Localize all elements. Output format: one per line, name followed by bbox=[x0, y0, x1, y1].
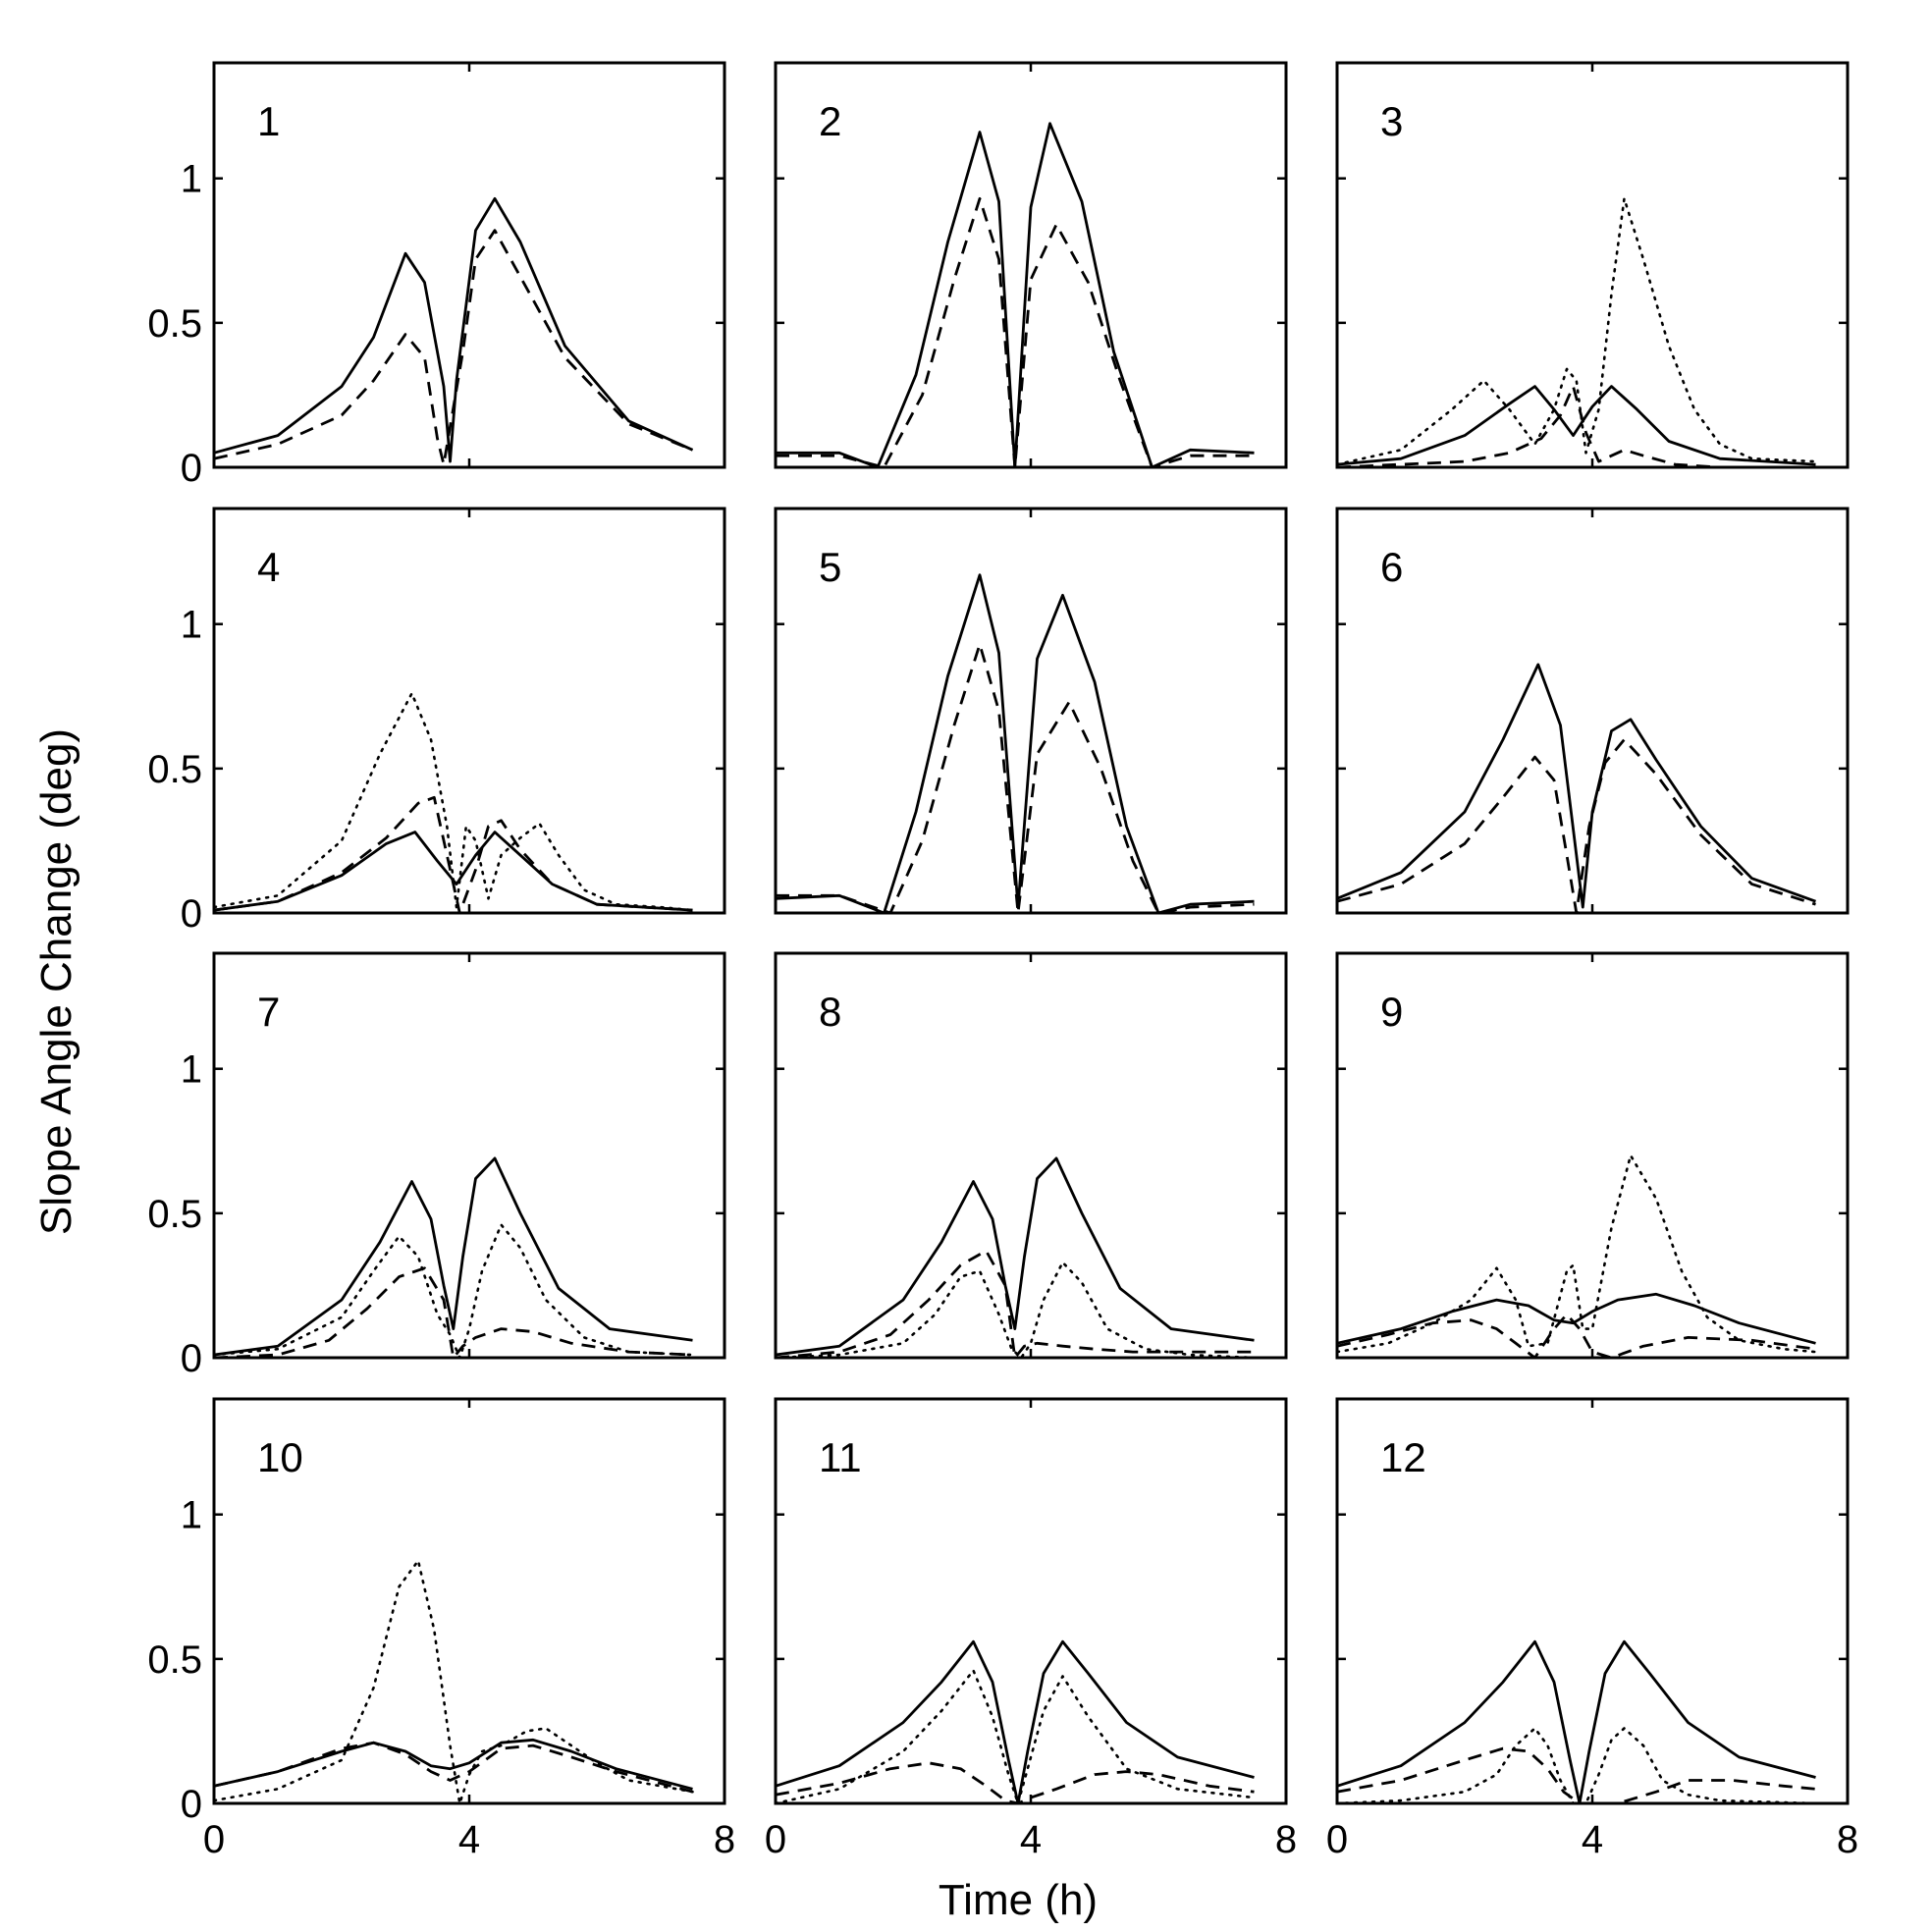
panel-10-series-dotted bbox=[214, 1559, 694, 1803]
x-tick-label: 4 bbox=[458, 1818, 480, 1861]
panel-label: 1 bbox=[257, 98, 280, 144]
panel-10-series-solid bbox=[214, 1738, 693, 1791]
panel-6: 6 bbox=[1335, 507, 1850, 915]
y-tick-label: 1 bbox=[181, 604, 202, 647]
y-tick-label: 0.5 bbox=[147, 302, 202, 346]
panel-1: 0 0.5 1 1 bbox=[147, 61, 726, 490]
panel-12-series-dashed bbox=[1337, 1746, 1816, 1803]
panel-4-series-solid bbox=[214, 831, 693, 912]
panel-7-series-dotted bbox=[214, 1223, 694, 1358]
y-axis-title: Slope Angle Change (deg) bbox=[32, 728, 80, 1235]
panel-4: 0 0.5 1 4 bbox=[147, 507, 726, 936]
panel-6-frame bbox=[1335, 507, 1850, 915]
panel-12-series-solid bbox=[1337, 1639, 1816, 1803]
x-tick-label: 0 bbox=[203, 1818, 225, 1861]
panel-label: 7 bbox=[257, 989, 280, 1035]
panel-9-series-dotted bbox=[1337, 1154, 1817, 1354]
panel-10-series-dashed bbox=[214, 1741, 693, 1794]
panel-5: 5 bbox=[774, 507, 1288, 915]
panel-label: 6 bbox=[1380, 544, 1403, 590]
panel-11-series-dotted bbox=[776, 1669, 1256, 1803]
x-axis-title: Time (h) bbox=[939, 1876, 1098, 1924]
panel-4-series-dashed bbox=[214, 795, 693, 913]
panel-6-series-solid bbox=[1337, 663, 1816, 909]
panel-8-frame bbox=[774, 951, 1288, 1360]
panel-9-frame bbox=[1335, 951, 1850, 1360]
panel-label: 10 bbox=[257, 1434, 303, 1480]
panel-2: 2 bbox=[774, 61, 1288, 469]
panel-3-series-solid bbox=[1337, 385, 1816, 466]
y-tick-label: 1 bbox=[181, 1048, 202, 1092]
x-tick-label: 0 bbox=[765, 1818, 786, 1861]
panel-8-series-solid bbox=[776, 1156, 1255, 1357]
panel-label: 8 bbox=[819, 989, 841, 1035]
x-tick-label: 8 bbox=[714, 1818, 735, 1861]
panel-8: 8 bbox=[774, 951, 1288, 1360]
y-tick-label: 0.5 bbox=[147, 1638, 202, 1682]
panel-12: 0 4 8 12 bbox=[1326, 1397, 1858, 1861]
panel-7: 0 0.5 1 7 bbox=[147, 951, 726, 1380]
x-tick-label: 4 bbox=[1582, 1818, 1603, 1861]
panel-2-series-solid bbox=[776, 122, 1255, 467]
panel-5-frame bbox=[774, 507, 1288, 915]
x-tick-label: 8 bbox=[1275, 1818, 1297, 1861]
panel-7-series-solid bbox=[214, 1156, 693, 1357]
x-tick-label: 8 bbox=[1837, 1818, 1858, 1861]
panel-2-series-dashed bbox=[776, 196, 1255, 467]
panel-label: 9 bbox=[1380, 989, 1403, 1035]
panel-1-series-dashed bbox=[214, 229, 694, 466]
y-tick-label: 1 bbox=[181, 1494, 202, 1537]
x-tick-label: 0 bbox=[1326, 1818, 1348, 1861]
panel-5-series-dashed bbox=[776, 642, 1255, 913]
y-tick-label: 0 bbox=[181, 1783, 202, 1826]
panel-4-frame bbox=[212, 507, 726, 915]
x-tick-label: 4 bbox=[1020, 1818, 1042, 1861]
panel-1-series-solid bbox=[214, 196, 694, 463]
panel-2-frame bbox=[774, 61, 1288, 469]
panel-3-series-dotted bbox=[1337, 197, 1817, 466]
panel-label: 12 bbox=[1380, 1434, 1426, 1480]
panel-label: 2 bbox=[819, 98, 841, 144]
panel-label: 11 bbox=[819, 1434, 862, 1480]
panel-9-series-dashed bbox=[1337, 1313, 1816, 1358]
y-tick-label: 0 bbox=[181, 447, 202, 490]
panel-1-frame bbox=[212, 61, 726, 469]
panel-label: 4 bbox=[257, 544, 280, 590]
panel-label: 5 bbox=[819, 544, 841, 590]
panel-3-series-dashed bbox=[1337, 385, 1816, 467]
panel-label: 3 bbox=[1380, 98, 1403, 144]
y-tick-label: 0.5 bbox=[147, 1193, 202, 1236]
panel-11-series-solid bbox=[776, 1639, 1255, 1803]
panel-6-series-dashed bbox=[1337, 738, 1816, 913]
panel-9-series-solid bbox=[1337, 1292, 1816, 1345]
y-tick-label: 0 bbox=[181, 892, 202, 936]
panel-7-frame bbox=[212, 951, 726, 1360]
panel-10: 00.510 4 810 bbox=[147, 1397, 735, 1861]
y-tick-label: 1 bbox=[181, 158, 202, 201]
panel-3: 3 bbox=[1335, 61, 1850, 469]
y-tick-label: 0 bbox=[181, 1337, 202, 1380]
panel-11: 0 4 8 11 bbox=[765, 1397, 1297, 1861]
panel-8-series-dotted bbox=[776, 1261, 1256, 1358]
panel-9: 9 bbox=[1335, 951, 1850, 1360]
panel-4-series-dotted bbox=[214, 691, 694, 912]
panel-11-series-dashed bbox=[776, 1761, 1255, 1803]
panel-5-series-solid bbox=[776, 573, 1255, 913]
y-tick-label: 0.5 bbox=[147, 748, 202, 791]
